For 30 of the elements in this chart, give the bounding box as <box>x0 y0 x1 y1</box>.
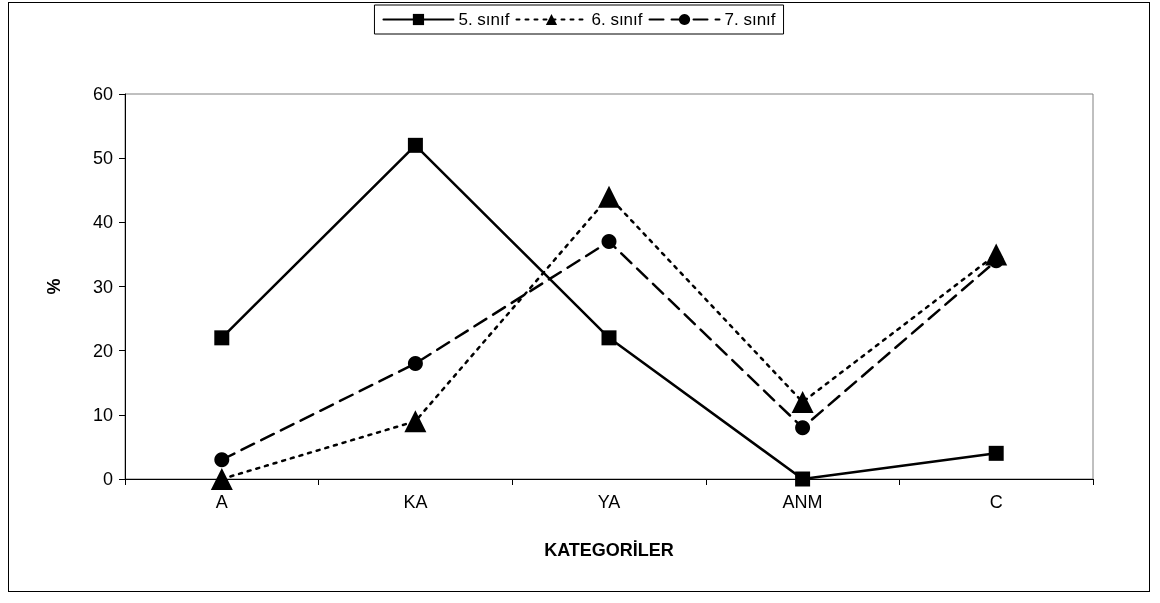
point <box>598 185 620 208</box>
y-tick-label: 30 <box>92 276 113 297</box>
x-tick-label: KA <box>403 492 428 512</box>
y-axis-title: % <box>44 278 64 295</box>
point <box>407 356 423 371</box>
point <box>214 330 230 346</box>
legend-label: 6. sınıf <box>591 10 643 29</box>
y-tick-label: 10 <box>92 404 113 425</box>
point <box>210 468 233 490</box>
x-axis-title: KATEGORİLER <box>544 540 674 560</box>
x-tick-label: A <box>215 492 228 512</box>
y-tick-label: 50 <box>92 148 113 169</box>
x-tick-label: YA <box>597 492 621 512</box>
point <box>407 137 423 153</box>
y-tick-label: 0 <box>102 469 113 489</box>
point <box>404 410 427 433</box>
point <box>795 420 811 436</box>
point <box>214 452 230 468</box>
y-tick-label: 60 <box>92 84 113 104</box>
point <box>791 391 814 413</box>
point <box>601 234 617 250</box>
y-tick-label: 40 <box>92 212 113 233</box>
point <box>988 445 1004 461</box>
y-tick-label: 20 <box>92 340 113 361</box>
legend-label: 5. sınıf <box>458 10 510 29</box>
x-tick-label: ANM <box>782 492 823 512</box>
point <box>601 330 617 346</box>
legend-label: 7. sınıf <box>724 10 776 29</box>
point <box>795 471 811 487</box>
x-tick-label: C <box>989 492 1003 512</box>
